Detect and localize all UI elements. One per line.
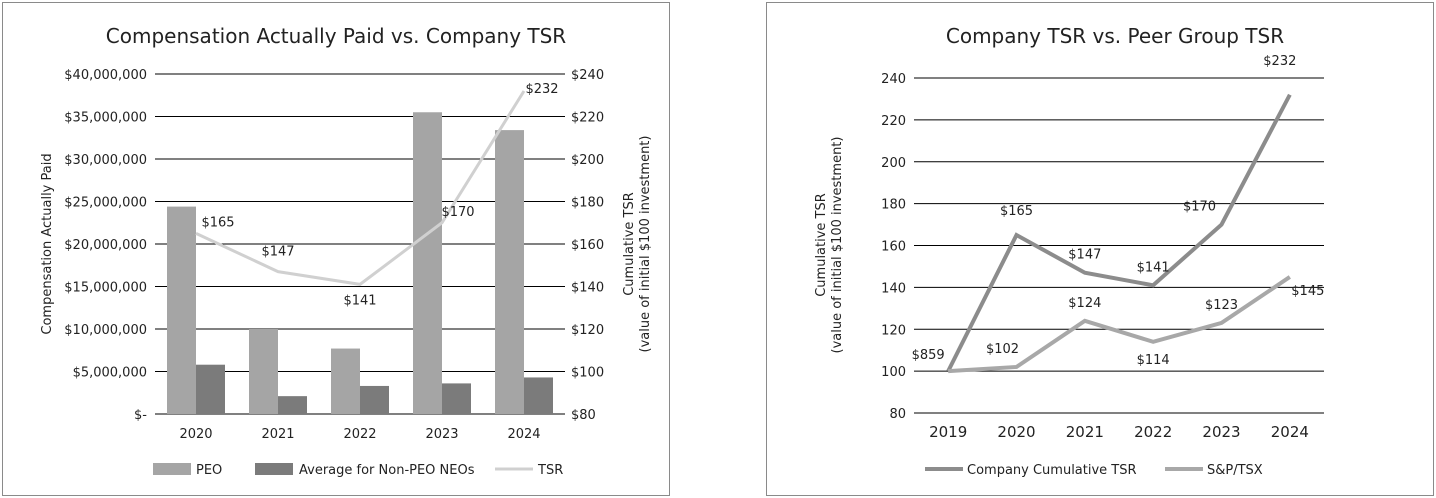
y2-tick-label: $120 [571,323,604,338]
chart-title: Company TSR vs. Peer Group TSR [946,24,1284,48]
y-tick-label: 140 [881,281,906,296]
y-tick-label: $5,000,000 [73,366,147,381]
non-peo-neo-bar [524,377,553,414]
y-tick-label: $10,000,000 [64,323,147,338]
sp-tsx-data-label: $124 [1068,296,1101,311]
x-tick-label: 2022 [343,427,376,442]
x-tick-label: 2021 [261,427,294,442]
non-peo-neo-bar [196,364,225,414]
x-tick-label: 2024 [507,427,540,442]
legend-label-non-peo-neos: Average for Non-PEO NEOs [299,463,475,478]
y-axis-title-line: Cumulative TSR [814,193,829,297]
tsr-data-label: $165 [201,215,234,230]
tsr-data-label: $147 [261,245,294,260]
y-tick-label: 200 [881,156,906,171]
company-tsr-data-label: $165 [1000,204,1033,219]
tsr-comparison-chart: Company TSR vs. Peer Group TSR 80 100 120 1… [814,24,1324,478]
legend-label-tsr: TSR [537,463,563,478]
company-tsr-data-label: $859 [912,348,945,363]
legend-swatch-non-peo-neos [255,463,293,475]
right-chart-panel: Company TSR vs. Peer Group TSR 80 100 120 1… [766,2,1434,496]
y2-tick-label: $80 [571,408,596,423]
tsr-data-label: $170 [441,205,474,220]
y-axis-title: Compensation Actually Paid [40,153,55,334]
peo-bar [167,206,196,414]
y-tick-label: $20,000,000 [64,238,147,253]
compensation-chart: Compensation Actually Paid vs. Company T… [40,24,653,478]
left-chart-panel: Compensation Actually Paid vs. Company T… [2,2,670,496]
x-tick-label: 2021 [1066,423,1104,441]
peo-bar [249,329,278,414]
company-tsr-data-label: $141 [1137,260,1170,275]
peo-bar [413,112,442,414]
y-tick-label: $40,000,000 [64,68,147,83]
y2-tick-label: $180 [571,196,604,211]
sp-tsx-data-label: $102 [986,342,1019,357]
y-tick-label: 220 [881,114,906,129]
x-tick-label: 2023 [1202,423,1240,441]
y2-axis-title-line: (value of initial $100 investment) [638,136,653,353]
chart-title: Compensation Actually Paid vs. Company T… [106,24,567,48]
y-tick-label: $15,000,000 [64,281,147,296]
y2-tick-label: $140 [571,281,604,296]
x-tick-label: 2020 [997,423,1035,441]
y-tick-label: 100 [881,365,906,380]
non-peo-neo-bar [278,396,307,414]
legend-label-peo: PEO [196,463,222,478]
y2-axis-title: Cumulative TSR(value of initial $100 inv… [622,136,653,353]
x-tick-label: 2019 [929,423,967,441]
legend-label-sp-tsx: S&P/TSX [1207,463,1263,478]
peo-bar [331,348,360,414]
y2-tick-label: $200 [571,153,604,168]
sp-tsx-line [948,275,1291,374]
tsr-data-label: $232 [525,82,558,97]
tsr-data-label: $141 [343,293,376,308]
y-tick-label: 240 [881,72,906,87]
y-tick-label: $- [134,408,147,423]
y-tick-label: $35,000,000 [64,111,147,126]
y-axis-title-line: (value of initial $100 investment) [830,137,845,354]
y2-tick-label: $100 [571,366,604,381]
company-tsr-data-label: $147 [1068,248,1101,263]
x-tick-label: 2020 [179,427,212,442]
company-tsr-data-label: $232 [1263,54,1296,69]
y-tick-label: 120 [881,323,906,338]
x-tick-label: 2022 [1134,423,1172,441]
x-tick-label: 2023 [425,427,458,442]
tsr-line [195,90,526,286]
company-tsr-line [946,93,1292,373]
company-tsr-data-label: $170 [1183,200,1216,215]
peo-bar [495,130,524,414]
y-tick-label: 180 [881,198,906,213]
non-peo-neo-bar [442,383,471,414]
y2-axis-title-line: Cumulative TSR [622,192,637,296]
y2-tick-label: $160 [571,238,604,253]
y2-tick-label: $240 [571,68,604,83]
sp-tsx-data-label: $145 [1291,284,1324,299]
sp-tsx-data-label: $114 [1137,353,1170,368]
y2-tick-label: $220 [571,111,604,126]
y-tick-label: 160 [881,240,906,255]
non-peo-neo-bar [360,385,389,414]
y-axis-title: Cumulative TSR(value of initial $100 inv… [814,137,845,354]
x-tick-label: 2024 [1271,423,1309,441]
y-tick-label: $25,000,000 [64,196,147,211]
y-tick-label: $30,000,000 [64,153,147,168]
legend-label-company-tsr: Company Cumulative TSR [967,463,1137,478]
legend-swatch-peo [153,463,191,475]
y-tick-label: 80 [889,407,906,422]
sp-tsx-data-label: $123 [1205,298,1238,313]
